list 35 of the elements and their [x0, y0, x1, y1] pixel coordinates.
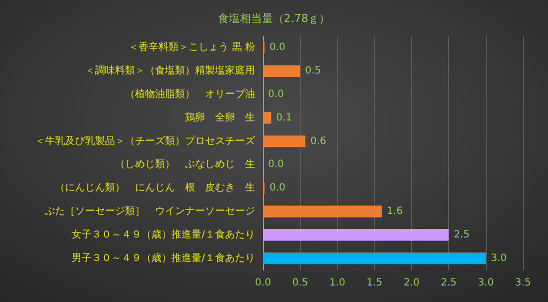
x-tick-label: 3.5 [515, 278, 531, 288]
x-tick-label: 1.5 [366, 278, 382, 288]
x-tick-label: 3.0 [478, 278, 494, 288]
data-label: 0.5 [305, 66, 322, 77]
data-label: 0.0 [269, 182, 286, 194]
x-tick-label: 2.5 [440, 278, 457, 288]
data-label: 0.0 [268, 89, 284, 100]
bar [263, 112, 272, 124]
bar [263, 135, 306, 148]
y-tick-label: 女子３０～４９（歳）推進量/１食あたり [72, 228, 255, 240]
x-tick-label: 2.0 [404, 278, 420, 288]
y-tick-label: ＜香辛料類＞こしょう 黒 粉 [128, 41, 255, 54]
data-label: 0.6 [310, 136, 326, 147]
y-tick-label: ＜調味料類＞（食塩類）精製塩家庭用 [85, 64, 255, 77]
bar [263, 65, 300, 77]
y-tick-label: （しめじ類） ぶなしめじ 生 [115, 158, 255, 170]
x-tick-label: 0.0 [255, 278, 271, 288]
data-label: 2.5 [454, 229, 470, 240]
bar [263, 206, 382, 218]
y-tick-label: （にんじん類） にんじん 根 皮むき 生 [55, 182, 255, 194]
data-label: 0.0 [268, 159, 284, 170]
y-tick-label: （植物油脂類） オリーブ油 [125, 88, 255, 100]
y-tick-label: ぶた［ソーセージ類］ ウインナーソーセージ [45, 205, 255, 217]
chart-title: 食塩相当量（2.78ｇ） [218, 12, 330, 25]
x-tick-label: 1.0 [329, 278, 346, 288]
data-label: 3.0 [490, 252, 507, 264]
y-tick-label: 鶏卵 全卵 生 [185, 111, 255, 124]
bar [263, 252, 486, 264]
data-label: 0.0 [269, 42, 286, 54]
bar [263, 229, 449, 241]
data-label: 1.6 [386, 206, 403, 217]
x-tick-label: 0.5 [292, 278, 308, 288]
y-tick-label: 男子３０～４９（歳）推進量/１食あたり [72, 252, 255, 264]
data-label: 0.1 [276, 112, 292, 124]
y-tick-label: ＜牛乳及び乳製品＞（チーズ類）プロセスチーズ [35, 134, 256, 147]
